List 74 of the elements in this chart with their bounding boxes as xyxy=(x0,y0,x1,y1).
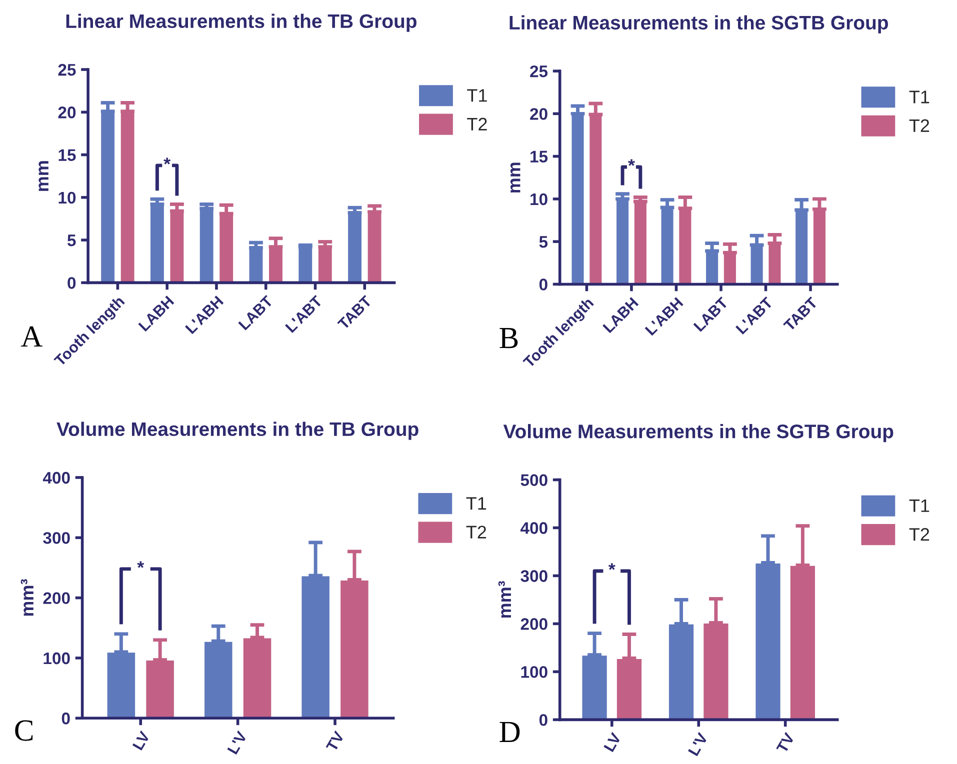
bar xyxy=(754,562,782,720)
legend-label: T2 xyxy=(467,118,487,130)
x-tick-label: TV xyxy=(326,730,345,752)
bar xyxy=(248,247,264,283)
legend-label: T1 xyxy=(466,497,486,510)
y-tick-label: 15 xyxy=(58,149,76,161)
bar xyxy=(106,651,136,718)
bar xyxy=(218,212,234,283)
y-axis-title: mm xyxy=(510,162,520,192)
bar xyxy=(616,658,643,720)
text: D xyxy=(500,722,520,742)
bar xyxy=(144,659,176,718)
bar xyxy=(198,208,215,283)
text: A xyxy=(20,326,43,347)
chart-title: Linear Measurements in the SGTB Group xyxy=(510,15,888,34)
x-tick-label: LV xyxy=(132,730,150,751)
y-axis-title: mm xyxy=(38,161,48,191)
legend-label: T1 xyxy=(909,500,930,512)
x-tick-label: L'V xyxy=(688,732,708,756)
legend-label: T1 xyxy=(909,90,930,104)
y-tick-label: 300 xyxy=(43,532,70,544)
y-tick-label: 300 xyxy=(520,570,548,582)
legend-label: T2 xyxy=(466,526,486,538)
annotation: * xyxy=(137,561,144,568)
y-tick-label: 0 xyxy=(62,712,70,724)
bar xyxy=(668,623,695,720)
y-tick-label: 20 xyxy=(58,106,76,118)
chart-title: Volume Measurements in the SGTB Group xyxy=(503,424,894,442)
x-tick-label: TV xyxy=(776,732,795,754)
y-tick-label: 0 xyxy=(539,714,548,726)
y-tick-label: 200 xyxy=(520,618,548,630)
y-tick-label: 0 xyxy=(68,277,76,289)
bar xyxy=(339,579,370,718)
y-tick-label: 10 xyxy=(58,192,76,204)
y-tick-label: 25 xyxy=(530,65,548,78)
y-axis-title: mm³ xyxy=(20,579,34,616)
annotation: * xyxy=(608,563,616,570)
legend-label: T2 xyxy=(909,528,930,541)
chart-title: Linear Measurements in the TB Group xyxy=(66,14,416,32)
y-tick-label: 25 xyxy=(58,64,76,76)
y-tick-label: 100 xyxy=(521,666,548,678)
y-tick-label: 200 xyxy=(43,592,70,604)
y-tick-label: 500 xyxy=(520,474,548,486)
legend-label: T2 xyxy=(909,119,930,132)
bar xyxy=(300,574,331,718)
bar xyxy=(149,204,166,283)
bar xyxy=(580,654,608,720)
y-axis-title: mm³ xyxy=(498,581,511,618)
legend-label: T1 xyxy=(467,89,487,102)
y-tick-label: 5 xyxy=(67,234,76,246)
y-tick-label: 100 xyxy=(44,652,70,664)
bar xyxy=(203,640,234,718)
y-tick-label: 0 xyxy=(539,278,548,290)
y-tick-label: 10 xyxy=(530,193,548,206)
bar xyxy=(119,110,136,283)
bar xyxy=(317,246,334,283)
bar xyxy=(242,636,273,718)
text: B xyxy=(500,328,518,348)
x-tick-label: LV xyxy=(604,732,622,752)
y-tick-label: 400 xyxy=(520,522,548,534)
y-tick-label: 15 xyxy=(530,150,548,163)
bar xyxy=(366,211,383,283)
bar xyxy=(702,622,730,720)
y-tick-label: 5 xyxy=(539,236,548,248)
bar xyxy=(788,564,816,720)
y-tick-label: 400 xyxy=(42,472,70,484)
annotation: * xyxy=(628,159,635,166)
x-tick-label: L'V xyxy=(227,730,248,755)
annotation: * xyxy=(164,158,171,164)
text: C xyxy=(15,720,33,741)
y-tick-label: 20 xyxy=(530,108,548,120)
chart-title: Volume Measurements in the TB Group xyxy=(56,422,418,440)
bar xyxy=(297,246,314,283)
bar xyxy=(168,210,186,283)
